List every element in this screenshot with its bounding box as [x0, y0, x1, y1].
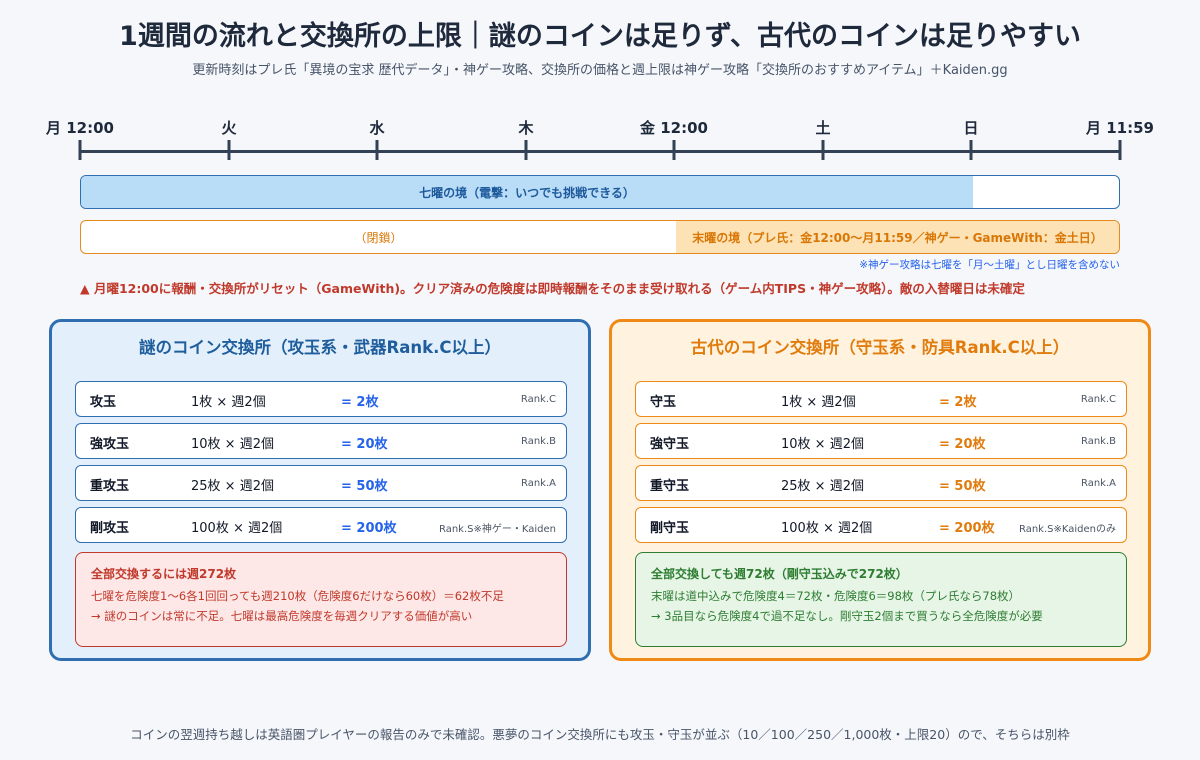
- axis-tick: [78, 140, 82, 160]
- item-quantity: 1枚 × 週2個: [781, 395, 856, 410]
- closed-label: （閉鎖）: [354, 230, 403, 245]
- item-name: 強攻玉: [90, 437, 130, 452]
- matsuyo-bar-fill: [676, 221, 1119, 253]
- axis-tick: [821, 140, 825, 160]
- item-total: = 50枚: [939, 479, 986, 494]
- reset-warning: ▲ 月曜12:00に報酬・交換所がリセット（GameWith)。クリア済みの危険…: [80, 281, 1025, 296]
- item-quantity: 1枚 × 週2個: [191, 395, 266, 410]
- axis-tick: [227, 140, 231, 160]
- item-rank: Rank.C: [520, 394, 556, 405]
- summary-line: 末曜は道中込みで危険度4＝72枚・危険度6＝98枚（プレ氏なら78枚）: [651, 589, 1021, 603]
- matsuyo-bar: （閉鎖） 末曜の境（プレ氏：金12:00〜月11:59／神ゲー・GameWith…: [80, 220, 1120, 254]
- timeline-note: ※神ゲー攻略は七曜を「月〜土曜」とし日曜を含めない: [859, 259, 1120, 271]
- item-name: 攻玉: [90, 395, 117, 410]
- day-label-wed: 水: [369, 119, 385, 137]
- item-name: 守玉: [650, 395, 677, 410]
- day-label-tue: 火: [221, 119, 237, 137]
- day-label-sat: 土: [815, 119, 831, 137]
- item-quantity: 10枚 × 週2個: [781, 437, 864, 452]
- summary-line: → 謎のコインは常に不足。七曜は最高危険度を毎週クリアする価値が高い: [91, 609, 473, 623]
- item-rank: Rank.A: [1080, 478, 1116, 489]
- item-name: 重守玉: [650, 479, 690, 494]
- shichiyo-bar: 七曜の境（電撃：いつでも挑戦できる）: [80, 175, 1120, 209]
- summary-head: 全部交換するには週272枚: [91, 567, 237, 581]
- exchange-row: 重攻玉 25枚 × 週2個 = 50枚 Rank.A: [75, 465, 567, 501]
- day-label-mon-start: 月 12:00: [46, 119, 114, 137]
- exchange-row: 重守玉 25枚 × 週2個 = 50枚 Rank.A: [635, 465, 1127, 501]
- item-quantity: 10枚 × 週2個: [191, 437, 274, 452]
- axis-tick: [524, 140, 528, 160]
- item-rank: Rank.S※Kaidenのみ: [1018, 524, 1116, 535]
- summary-line: 七曜を危険度1〜6各1回回っても週210枚（危険度6だけなら60枚）＝62枚不足: [91, 589, 504, 603]
- axis-tick: [672, 140, 676, 160]
- shichiyo-bar-label: 七曜の境（電撃：いつでも挑戦できる）: [419, 185, 635, 200]
- exchange-row: 強守玉 10枚 × 週2個 = 20枚 Rank.B: [635, 423, 1127, 459]
- item-total: = 50枚: [341, 479, 388, 494]
- matsuyo-bar-label: 末曜の境（プレ氏：金12:00〜月11:59／神ゲー・GameWith：金土日）: [692, 230, 1103, 245]
- footer-note: コインの翌週持ち越しは英語圏プレイヤーの報告のみで未確認。悪夢のコイン交換所にも…: [130, 727, 1070, 742]
- shichiyo-bar-fill: [81, 176, 973, 208]
- ancient-summary-box: 全部交換しても週72枚（剛守玉込みで272枚） 末曜は道中込みで危険度4＝72枚…: [635, 552, 1127, 647]
- panel-title: 謎のコイン交換所（攻玉系・武器Rank.C以上）: [139, 338, 501, 357]
- exchange-row: 攻玉 1枚 × 週2個 = 2枚 Rank.C: [75, 381, 567, 417]
- summary-line: → 3品目なら危険度4で過不足なし。剛守玉2個まで買うなら全危険度が必要: [651, 609, 1043, 623]
- item-total: = 20枚: [939, 437, 986, 452]
- day-label-fri: 金 12:00: [640, 119, 708, 137]
- item-rank: Rank.C: [1080, 394, 1116, 405]
- exchange-row: 強攻玉 10枚 × 週2個 = 20枚 Rank.B: [75, 423, 567, 459]
- axis-line: [80, 150, 1120, 153]
- item-quantity: 25枚 × 週2個: [781, 479, 864, 494]
- item-quantity: 100枚 × 週2個: [191, 521, 283, 536]
- item-rank: Rank.B: [520, 436, 556, 447]
- exchange-row: 剛守玉 100枚 × 週2個 = 200枚 Rank.S※Kaidenのみ: [635, 507, 1127, 543]
- mystery-coin-panel: 謎のコイン交換所（攻玉系・武器Rank.C以上） 攻玉 1枚 × 週2個 = 2…: [49, 319, 591, 661]
- axis-tick: [969, 140, 973, 160]
- item-name: 剛守玉: [650, 521, 690, 536]
- page-title: 1週間の流れと交換所の上限｜謎のコインは足りず、古代のコインは足りやすい: [119, 21, 1081, 52]
- day-label-sun: 日: [963, 119, 979, 137]
- item-rank: Rank.B: [1080, 436, 1116, 447]
- item-name: 重攻玉: [90, 479, 130, 494]
- exchange-row: 剛攻玉 100枚 × 週2個 = 200枚 Rank.S※神ゲー・Kaiden: [75, 507, 567, 543]
- day-label-mon-end: 月 11:59: [1086, 119, 1154, 137]
- item-quantity: 100枚 × 週2個: [781, 521, 873, 536]
- item-name: 剛攻玉: [90, 521, 130, 536]
- summary-head: 全部交換しても週72枚（剛守玉込みで272枚）: [651, 567, 908, 581]
- item-total: = 20枚: [341, 437, 388, 452]
- axis-tick: [1118, 140, 1122, 160]
- exchange-row: 守玉 1枚 × 週2個 = 2枚 Rank.C: [635, 381, 1127, 417]
- item-quantity: 25枚 × 週2個: [191, 479, 274, 494]
- panel-title: 古代のコイン交換所（守玉系・防具Rank.C以上）: [690, 338, 1070, 357]
- item-name: 強守玉: [650, 437, 690, 452]
- item-total: = 2枚: [939, 395, 977, 410]
- item-total: = 200枚: [939, 521, 995, 536]
- day-label-thu: 木: [518, 119, 534, 137]
- item-rank: Rank.S※神ゲー・Kaiden: [438, 524, 556, 535]
- page-subtitle: 更新時刻はプレ氏「異境の宝求 歴代データ」・神ゲー攻略、交換所の価格と週上限は神…: [192, 63, 1008, 78]
- item-total: = 2枚: [341, 395, 379, 410]
- mystery-summary-box: 全部交換するには週272枚 七曜を危険度1〜6各1回回っても週210枚（危険度6…: [75, 552, 567, 647]
- ancient-coin-panel: 古代のコイン交換所（守玉系・防具Rank.C以上） 守玉 1枚 × 週2個 = …: [609, 319, 1151, 661]
- item-rank: Rank.A: [520, 478, 556, 489]
- axis-tick: [375, 140, 379, 160]
- item-total: = 200枚: [341, 521, 397, 536]
